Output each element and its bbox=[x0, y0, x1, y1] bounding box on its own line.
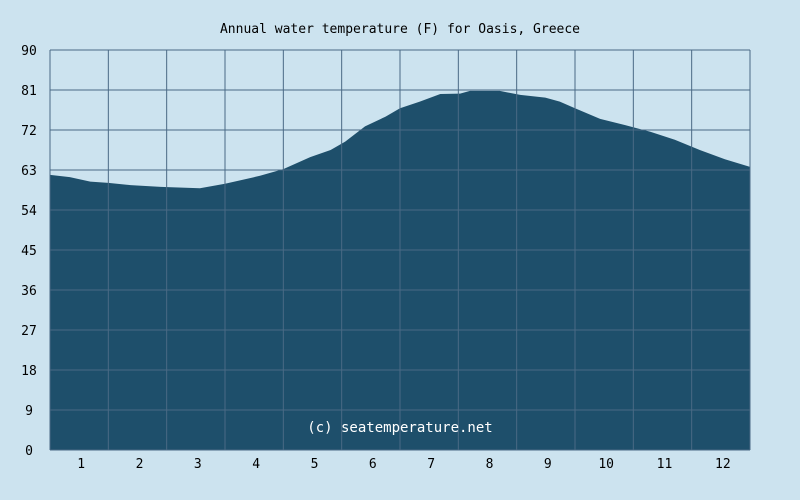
y-tick-label: 63 bbox=[21, 164, 37, 179]
y-tick-label: 36 bbox=[21, 284, 37, 299]
x-tick-label: 10 bbox=[598, 457, 614, 472]
copyright-annotation: (c) seatemperature.net bbox=[307, 420, 492, 436]
x-tick-label: 8 bbox=[486, 457, 494, 472]
x-tick-label: 11 bbox=[657, 457, 673, 472]
x-tick-label: 5 bbox=[311, 457, 319, 472]
x-tick-label: 3 bbox=[194, 457, 202, 472]
x-tick-label: 12 bbox=[715, 457, 731, 472]
chart-title: Annual water temperature (F) for Oasis, … bbox=[220, 22, 580, 37]
x-tick-label: 2 bbox=[136, 457, 144, 472]
y-tick-label: 81 bbox=[21, 84, 37, 99]
y-tick-label: 54 bbox=[21, 204, 37, 219]
y-tick-label: 27 bbox=[21, 324, 37, 339]
y-tick-label: 18 bbox=[21, 364, 37, 379]
x-tick-label: 6 bbox=[369, 457, 377, 472]
y-tick-label: 9 bbox=[25, 404, 33, 419]
y-tick-label: 45 bbox=[21, 244, 37, 259]
x-tick-label: 1 bbox=[77, 457, 85, 472]
y-tick-label: 90 bbox=[21, 44, 37, 59]
x-tick-label: 9 bbox=[544, 457, 552, 472]
x-tick-label: 4 bbox=[252, 457, 260, 472]
y-tick-label: 72 bbox=[21, 124, 37, 139]
x-tick-label: 7 bbox=[427, 457, 435, 472]
y-tick-label: 0 bbox=[25, 444, 33, 459]
